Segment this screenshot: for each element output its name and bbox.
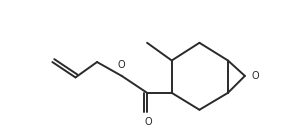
- Text: O: O: [145, 117, 153, 128]
- Text: O: O: [251, 71, 259, 81]
- Text: O: O: [118, 60, 126, 70]
